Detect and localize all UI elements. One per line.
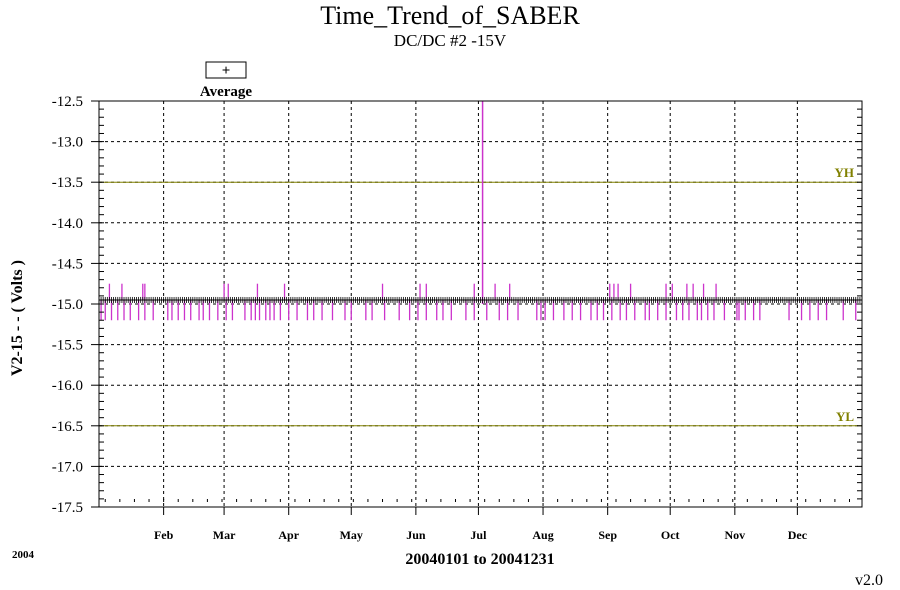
x-tick-label: Jun (406, 528, 426, 542)
x-tick-label: Feb (154, 528, 174, 542)
version-label: v2.0 (855, 572, 883, 589)
limit-lines: YH YL (99, 165, 862, 427)
y-axis-ticks: -12.5 -13.0 -13.5 -14.0 -14.5 -15.0 -15.5 -16.0… (52, 94, 862, 516)
x-axis-ticks: Feb Mar Apr May Jun Jul Aug Sep Oct Nov Dec (104, 499, 850, 542)
x-tick-label: Apr (278, 528, 299, 542)
y-tick-label: -13.0 (52, 135, 83, 151)
x-tick-label: Sep (598, 528, 617, 542)
x-tick-label: Nov (724, 528, 745, 542)
x-tick-label: Oct (661, 528, 680, 542)
plot-frame (98, 100, 863, 508)
y-tick-label: -16.5 (52, 419, 83, 435)
x-tick-label: May (340, 528, 363, 542)
year-label: 2004 (12, 549, 35, 561)
y-tick-label: -16.0 (52, 378, 83, 394)
limit-label-yh: YH (835, 165, 855, 180)
x-tick-label: Dec (788, 528, 808, 542)
y-tick-label: -14.0 (52, 216, 83, 232)
legend-symbol-box (205, 61, 247, 79)
y-tick-label: -14.5 (52, 256, 83, 272)
grid (99, 101, 862, 507)
y-tick-label: -17.5 (52, 500, 83, 516)
y-tick-label: -17.0 (52, 459, 83, 475)
legend-label: Average (200, 84, 253, 100)
x-tick-label: Aug (532, 528, 553, 542)
legend-symbol: + (222, 63, 231, 79)
y-tick-label: -15.5 (52, 338, 83, 354)
y-axis-label: V2-15 - - ( Volts ) (9, 260, 26, 376)
y-tick-label: -13.5 (52, 175, 83, 191)
limit-label-yl: YL (836, 409, 854, 424)
chart-title: Time_Trend_of_SABER (320, 1, 580, 30)
x-tick-label: Mar (213, 528, 236, 542)
y-tick-label: -15.0 (52, 297, 83, 313)
legend: + Average (200, 61, 253, 100)
x-axis-label: 20040101 to 20041231 (405, 551, 554, 568)
average-series (98, 296, 863, 303)
chart-subtitle: DC/DC #2 -15V (394, 31, 507, 50)
x-tick-label: Jul (470, 528, 487, 542)
range-marks (100, 101, 857, 321)
y-tick-label: -12.5 (52, 94, 83, 110)
